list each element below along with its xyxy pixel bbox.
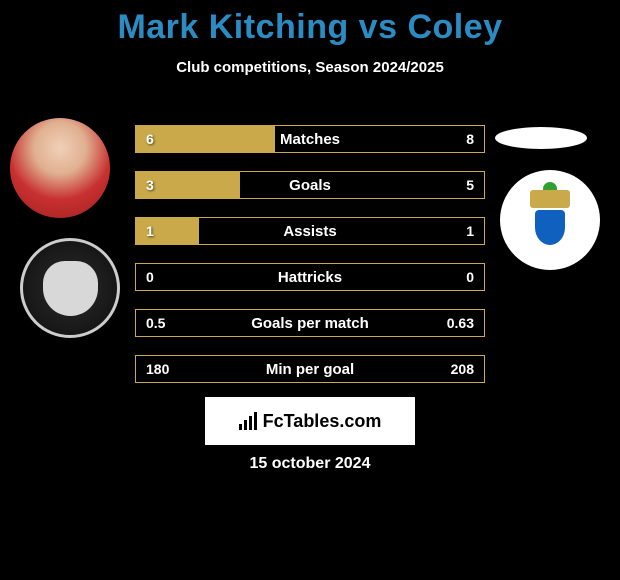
player-right-photo-placeholder	[495, 127, 587, 149]
stat-row: 6Matches8	[135, 125, 485, 153]
stat-label: Goals per match	[136, 315, 484, 332]
club-left-badge	[20, 238, 120, 338]
stat-row: 0Hattricks0	[135, 263, 485, 291]
page-title: Mark Kitching vs Coley	[0, 0, 620, 47]
shield-icon	[515, 185, 585, 255]
stat-right-value: 1	[466, 223, 474, 239]
stat-right-value: 208	[451, 361, 474, 377]
stat-row: 1Assists1	[135, 217, 485, 245]
branding-badge: FcTables.com	[205, 397, 415, 445]
owl-icon	[43, 261, 98, 316]
stat-label: Matches	[136, 131, 484, 148]
stat-row: 180Min per goal208	[135, 355, 485, 383]
stat-row: 0.5Goals per match0.63	[135, 309, 485, 337]
bar-chart-icon	[239, 412, 257, 430]
subtitle: Club competitions, Season 2024/2025	[0, 59, 620, 76]
stat-label: Min per goal	[136, 361, 484, 378]
stat-right-value: 0	[466, 269, 474, 285]
stat-right-value: 0.63	[447, 315, 474, 331]
player-left-photo	[10, 118, 110, 218]
stats-bars: 6Matches8 3Goals5 1Assists1 0Hattricks0 0.5G…	[135, 125, 485, 401]
stat-row: 3Goals5	[135, 171, 485, 199]
branding-text: FcTables.com	[263, 411, 382, 432]
club-right-badge	[500, 170, 600, 270]
stat-right-value: 8	[466, 131, 474, 147]
stat-label: Goals	[136, 177, 484, 194]
stat-label: Assists	[136, 223, 484, 240]
stat-label: Hattricks	[136, 269, 484, 286]
infographic-root: Mark Kitching vs Coley Club competitions…	[0, 0, 620, 580]
stat-right-value: 5	[466, 177, 474, 193]
date-label: 15 october 2024	[0, 455, 620, 473]
